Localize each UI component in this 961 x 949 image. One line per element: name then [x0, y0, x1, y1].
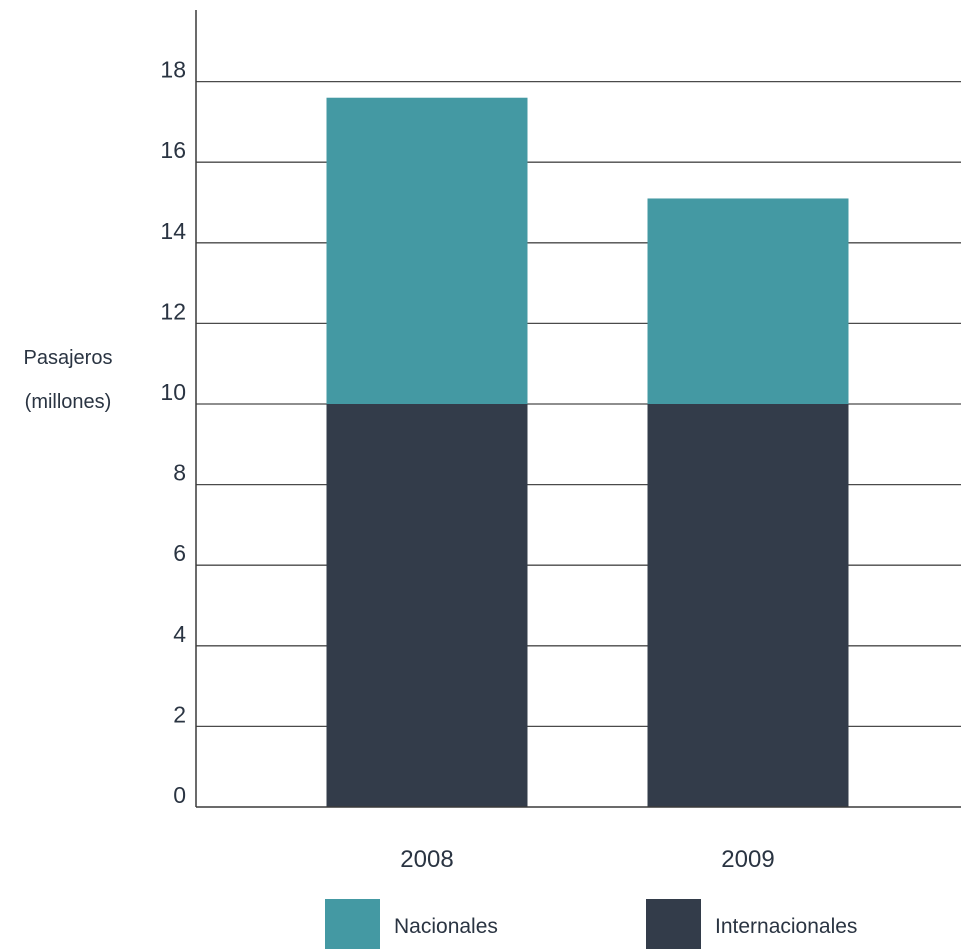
y-tick-label: 12: [160, 298, 186, 324]
legend-label: Nacionales: [394, 915, 498, 938]
bar-segment: [647, 404, 849, 807]
y-tick-label: 18: [160, 57, 186, 83]
x-tick-labels: 2008 2009: [400, 846, 774, 873]
y-tick-label: 6: [173, 540, 186, 566]
bars: [326, 97, 849, 807]
y-tick-label: 2: [173, 701, 186, 727]
y-tick-labels: 0 2 4 6 8 10 12 14 16 18: [160, 57, 186, 808]
gridlines: [196, 80, 961, 728]
legend-swatch: [646, 899, 701, 949]
x-tick-label: 2008: [400, 846, 453, 873]
y-tick-label: 10: [160, 379, 186, 405]
y-axis-label-line-1: Pasajeros: [24, 347, 113, 369]
bar-segment: [326, 97, 528, 404]
bar-segment: [326, 404, 528, 807]
y-tick-label: 16: [160, 137, 186, 163]
legend-label: Internacionales: [715, 915, 857, 938]
y-tick-label: 8: [173, 460, 186, 486]
legend: Nacionales Internacionales: [325, 899, 857, 949]
y-tick-label: 0: [173, 782, 186, 808]
y-tick-label: 4: [173, 621, 186, 647]
legend-swatch: [325, 899, 380, 949]
y-axis-label-line-2: (millones): [25, 391, 112, 413]
bar-segment: [647, 198, 849, 404]
x-tick-label: 2009: [721, 846, 774, 873]
y-tick-label: 14: [160, 218, 186, 244]
